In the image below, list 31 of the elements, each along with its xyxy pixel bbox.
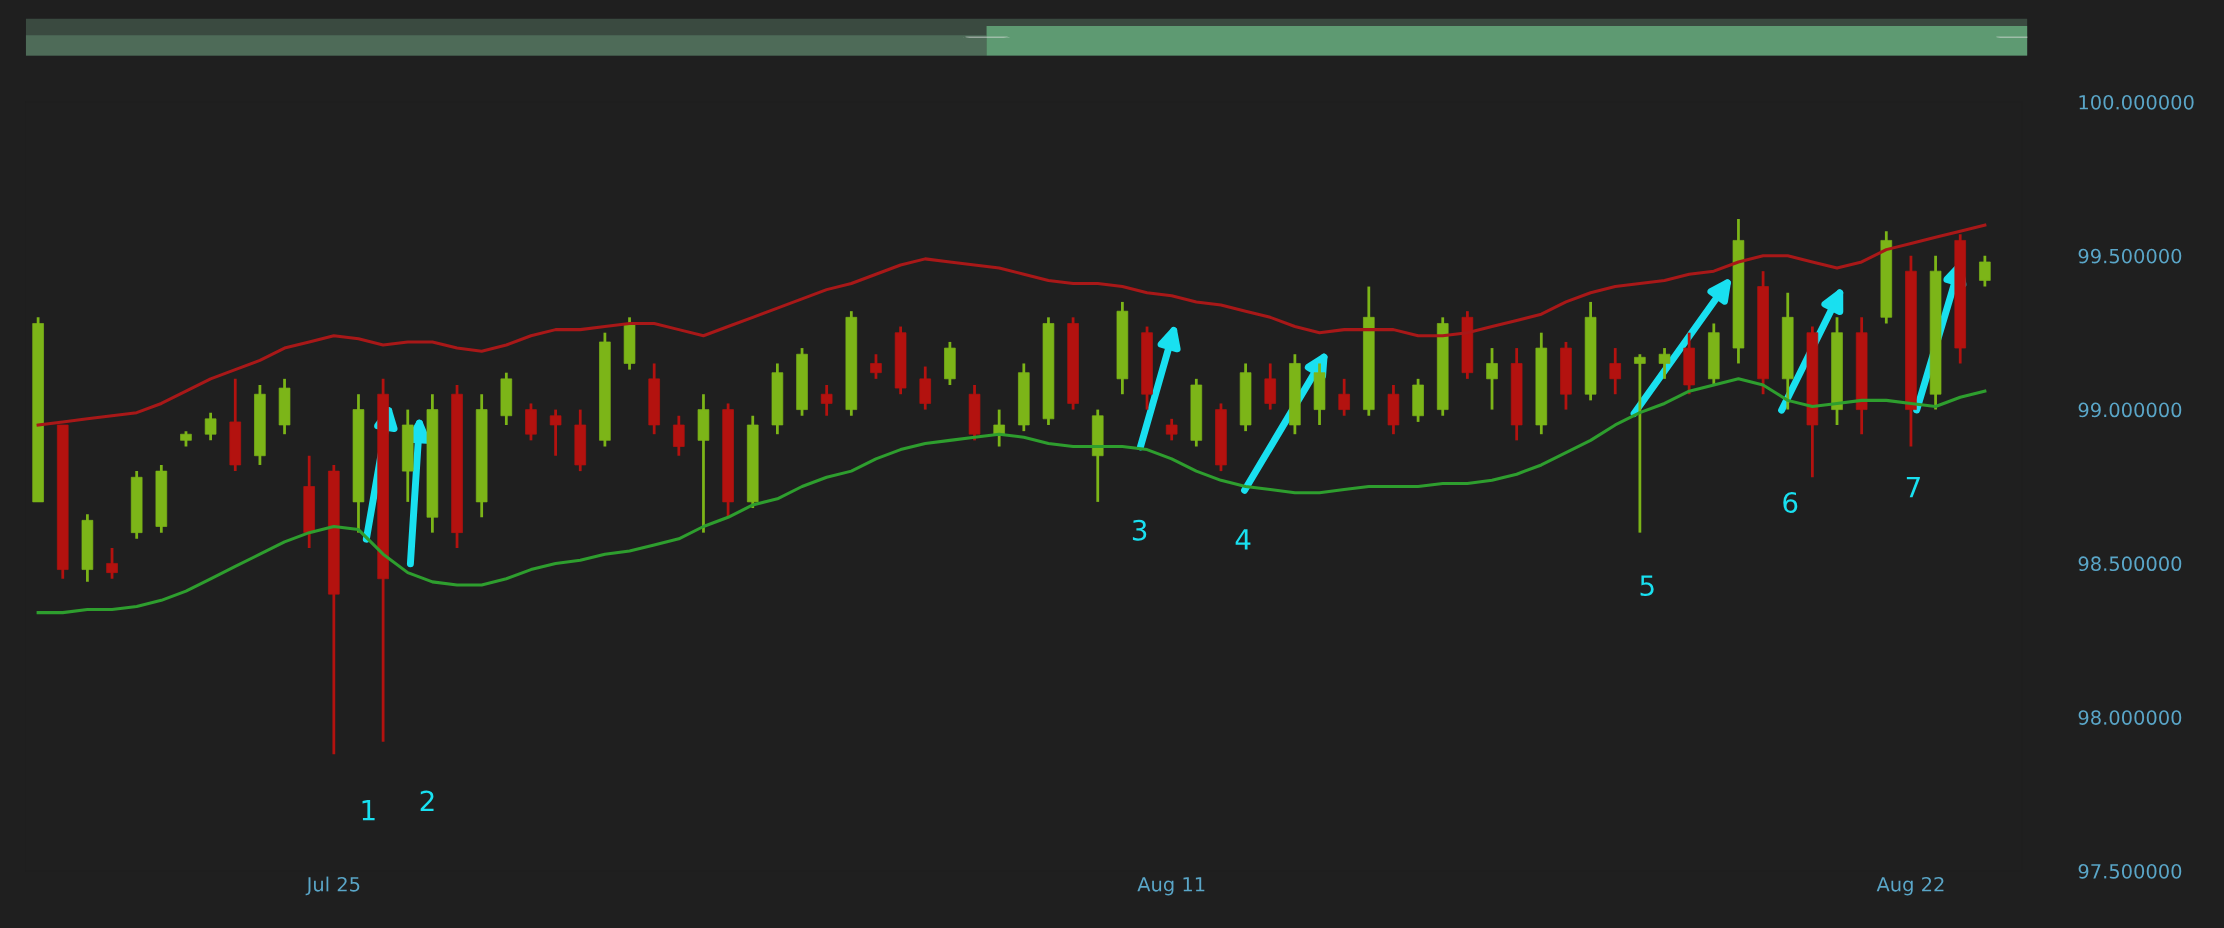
y-tick-label: 97.500000 — [2078, 863, 2182, 879]
candlestick — [1609, 346, 1622, 396]
x-tick-label: Aug 11 — [1137, 877, 1205, 896]
candlestick — [870, 352, 882, 381]
candlestick — [1658, 346, 1671, 381]
line-series — [36, 377, 1987, 615]
candlestick — [820, 383, 833, 418]
annotation: 6 — [1783, 492, 1798, 514]
y-tick-label: 98.000000 — [2078, 710, 2182, 725]
x-tick-label: Jul 25 — [305, 876, 360, 896]
candlestick — [204, 411, 217, 442]
y-tick-label: 99.000000 — [2078, 402, 2182, 418]
y-tick-label: 100.000000 — [2079, 94, 2194, 110]
annotation: 2 — [420, 790, 434, 812]
annotation: 3 — [1132, 519, 1147, 541]
candlestick — [1486, 346, 1498, 411]
y-tick-label: 98.500000 — [2078, 556, 2182, 572]
candlestick — [1979, 254, 1991, 288]
candlestick — [1165, 417, 1178, 442]
candlestick — [993, 408, 1005, 448]
annotation: 4 — [1235, 529, 1251, 550]
candlestick — [106, 546, 118, 581]
x-tick-label: Aug 22 — [1876, 876, 1944, 896]
candlestick — [1338, 377, 1350, 418]
annotation: 7 — [1906, 476, 1920, 498]
candlestick — [549, 408, 562, 458]
y-tick-label: 99.500000 — [2078, 248, 2182, 264]
annotation: 1 — [362, 799, 375, 821]
candlestick — [1634, 352, 1646, 535]
candlestick — [673, 414, 685, 458]
annotation: 5 — [1640, 575, 1654, 597]
